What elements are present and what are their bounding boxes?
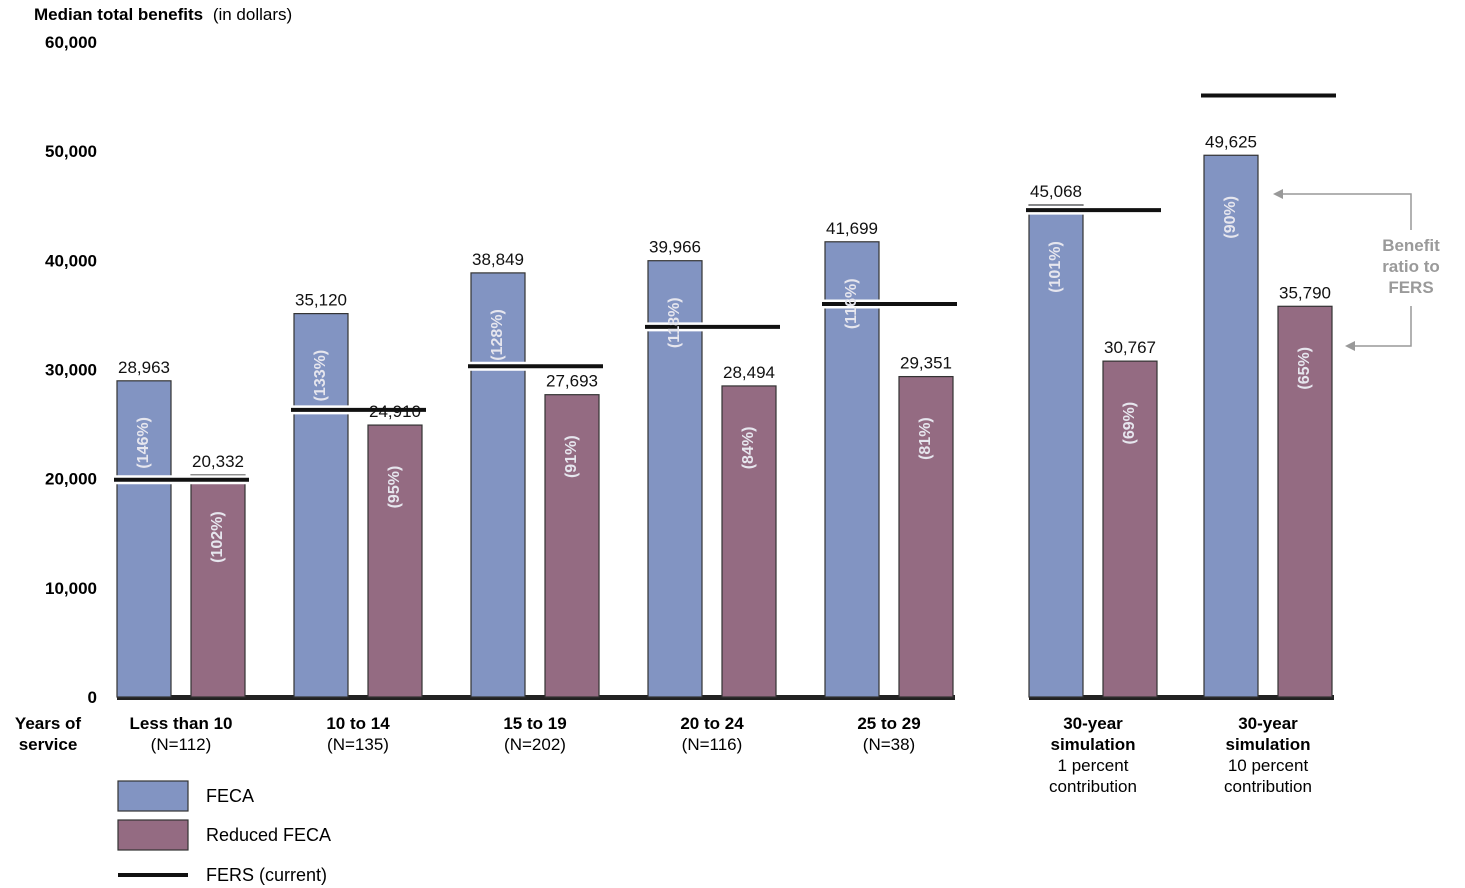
reduced-feca-bar	[1102, 360, 1158, 698]
bar-value-label: 41,699	[826, 219, 878, 238]
y-tick-label: 10,000	[45, 579, 97, 598]
x-axis-title: service	[19, 735, 78, 754]
ratio-label: (69%)	[1121, 402, 1138, 445]
legend-label: Reduced FECA	[206, 825, 331, 845]
baseline-left	[117, 695, 955, 700]
category-label: contribution	[1224, 777, 1312, 796]
category-label: 10 percent	[1228, 756, 1309, 775]
ratio-label: (84%)	[740, 427, 757, 470]
ratio-label: (146%)	[135, 417, 152, 469]
bar-value-label: 45,068	[1030, 182, 1082, 201]
ratio-label: (102%)	[209, 511, 226, 563]
reduced-feca-bar	[898, 375, 954, 698]
y-tick-label: 0	[88, 688, 97, 707]
ratio-label: (65%)	[1296, 347, 1313, 390]
annotation-bracket-bottom	[1352, 306, 1412, 347]
y-tick-label: 60,000	[45, 33, 97, 52]
annotation-bracket-top	[1280, 193, 1412, 230]
ratio-label: (91%)	[563, 435, 580, 478]
category-label: simulation	[1050, 735, 1135, 754]
ratio-label: (95%)	[386, 466, 403, 509]
ratio-label: (118%)	[666, 297, 683, 348]
annotation-arrow-icon	[1345, 341, 1355, 351]
annotation-text: FERS	[1388, 278, 1433, 297]
category-label: (N=38)	[863, 735, 915, 754]
feca-bar	[1028, 204, 1084, 698]
feca-bar	[824, 241, 880, 698]
legend-label: FERS (current)	[206, 865, 327, 885]
bar-value-label: 49,625	[1205, 132, 1257, 151]
feca-bar	[293, 313, 349, 698]
ratio-label: (133%)	[312, 350, 329, 402]
feca-bar	[1203, 154, 1259, 698]
annotation-arrow-icon	[1273, 189, 1283, 199]
bar-value-label: 38,849	[472, 250, 524, 269]
category-label: simulation	[1225, 735, 1310, 754]
legend-swatch	[117, 819, 189, 851]
legend-swatch	[117, 780, 189, 812]
baseline-right	[1029, 695, 1334, 700]
bar-value-label: 29,351	[900, 354, 952, 373]
ratio-label: (116%)	[843, 278, 860, 329]
feca-bar	[470, 272, 526, 698]
category-label: contribution	[1049, 777, 1137, 796]
bar-value-label: 27,693	[546, 372, 598, 391]
bar-value-label: 24,910	[369, 402, 421, 421]
reduced-feca-bar	[190, 474, 246, 698]
category-label: 15 to 19	[503, 714, 566, 733]
category-label: 20 to 24	[680, 714, 744, 733]
bar-value-label: 39,966	[649, 238, 701, 257]
reduced-feca-bar	[544, 394, 600, 698]
category-label: 1 percent	[1058, 756, 1129, 775]
y-tick-label: 50,000	[45, 142, 97, 161]
x-axis-title: Years of	[15, 714, 81, 733]
bar-value-label: 20,332	[192, 452, 244, 471]
category-label: (N=202)	[504, 735, 566, 754]
y-tick-label: 30,000	[45, 361, 97, 380]
category-label: (N=112)	[151, 735, 212, 754]
ratio-label: (128%)	[489, 309, 506, 361]
annotation-text: ratio to	[1382, 257, 1440, 276]
category-label: (N=135)	[327, 735, 389, 754]
reduced-feca-bar	[367, 424, 423, 698]
category-label: 30-year	[1063, 714, 1123, 733]
ratio-label: (101%)	[1047, 241, 1064, 293]
reduced-feca-bar	[1277, 305, 1333, 698]
reduced-feca-bar	[721, 385, 777, 698]
annotation-text: Benefit	[1382, 236, 1440, 255]
ratio-label: (81%)	[917, 417, 934, 460]
feca-bar	[647, 260, 703, 698]
ratio-label: (90%)	[1222, 196, 1239, 239]
bar-value-label: 28,494	[723, 363, 775, 382]
feca-bar	[116, 380, 172, 698]
chart-title: Median total benefits (in dollars)	[34, 5, 292, 24]
bar-value-label: 28,963	[118, 358, 170, 377]
legend-label: FECA	[206, 786, 254, 806]
bar-value-label: 35,120	[295, 291, 347, 310]
category-label: 30-year	[1238, 714, 1298, 733]
bar-value-label: 30,767	[1104, 338, 1156, 357]
category-label: (N=116)	[682, 735, 743, 754]
category-label: 25 to 29	[857, 714, 920, 733]
y-tick-label: 40,000	[45, 251, 97, 270]
category-label: Less than 10	[130, 714, 233, 733]
category-label: 10 to 14	[326, 714, 390, 733]
y-tick-label: 20,000	[45, 470, 97, 489]
bar-value-label: 35,790	[1279, 283, 1331, 302]
